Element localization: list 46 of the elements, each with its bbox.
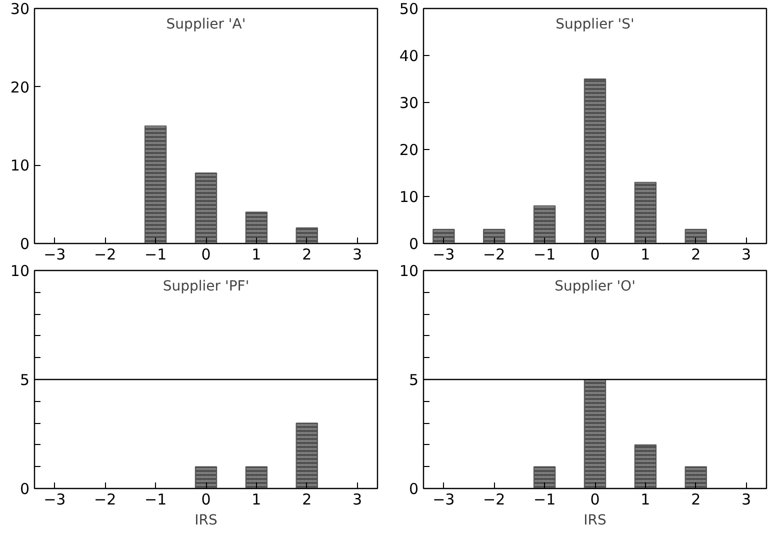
x-tick-label: 0 — [590, 246, 600, 264]
y-tick-label: 10 — [10, 156, 30, 175]
y-tick-label: 50 — [399, 0, 419, 18]
x-tick-label: −2 — [94, 246, 116, 264]
x-tick-label: −3 — [44, 246, 66, 264]
x-tick-label: −2 — [94, 490, 116, 508]
x-tick-label: −3 — [432, 246, 455, 264]
y-tick-label: 20 — [10, 78, 30, 96]
x-axis-title: IRS — [194, 512, 218, 528]
x-tick-label: 3 — [742, 246, 752, 264]
x-tick-label: −3 — [432, 490, 455, 508]
x-tick-label: −1 — [144, 490, 167, 508]
x-tick-label: −1 — [144, 246, 167, 264]
x-tick-label: −1 — [534, 490, 556, 508]
x-tick-label: 3 — [352, 246, 362, 264]
x-tick-label: 2 — [691, 246, 701, 264]
x-tick-label: 1 — [640, 246, 650, 264]
x-tick-label: 3 — [742, 490, 752, 508]
x-tick-label: 1 — [640, 490, 650, 508]
x-tick-label: 2 — [302, 246, 312, 264]
y-tick-label: 10 — [399, 188, 419, 206]
y-tick-label: 20 — [399, 141, 419, 159]
x-tick-label: 0 — [201, 490, 211, 508]
y-tick-label: 30 — [399, 94, 419, 112]
text: Supplier 'O' — [554, 278, 636, 294]
x-tick-label: −1 — [534, 246, 556, 264]
x-tick-label: −2 — [483, 490, 506, 508]
x-tick-label: 0 — [590, 490, 600, 508]
y-tick-label: 10 — [399, 262, 419, 280]
x-tick-label: 1 — [252, 246, 262, 264]
x-tick-label: 3 — [352, 490, 362, 508]
y-tick-label: 5 — [408, 371, 419, 389]
y-tick-label: 40 — [399, 47, 419, 65]
x-tick-label: −2 — [483, 246, 506, 264]
x-tick-label: 1 — [252, 490, 262, 508]
text: Supplier 'A' — [166, 16, 246, 32]
y-tick-label: 10 — [10, 262, 30, 280]
text: Supplier 'PF' — [162, 278, 250, 294]
y-tick-label: 30 — [10, 0, 30, 18]
y-tick-label: 5 — [20, 371, 30, 389]
text: Supplier 'S' — [556, 16, 634, 32]
x-tick-label: 2 — [302, 490, 312, 508]
x-tick-label: −3 — [44, 490, 66, 508]
x-tick-label: 2 — [691, 490, 701, 508]
x-tick-label: 0 — [201, 246, 211, 264]
x-axis-title: IRS — [584, 512, 606, 528]
